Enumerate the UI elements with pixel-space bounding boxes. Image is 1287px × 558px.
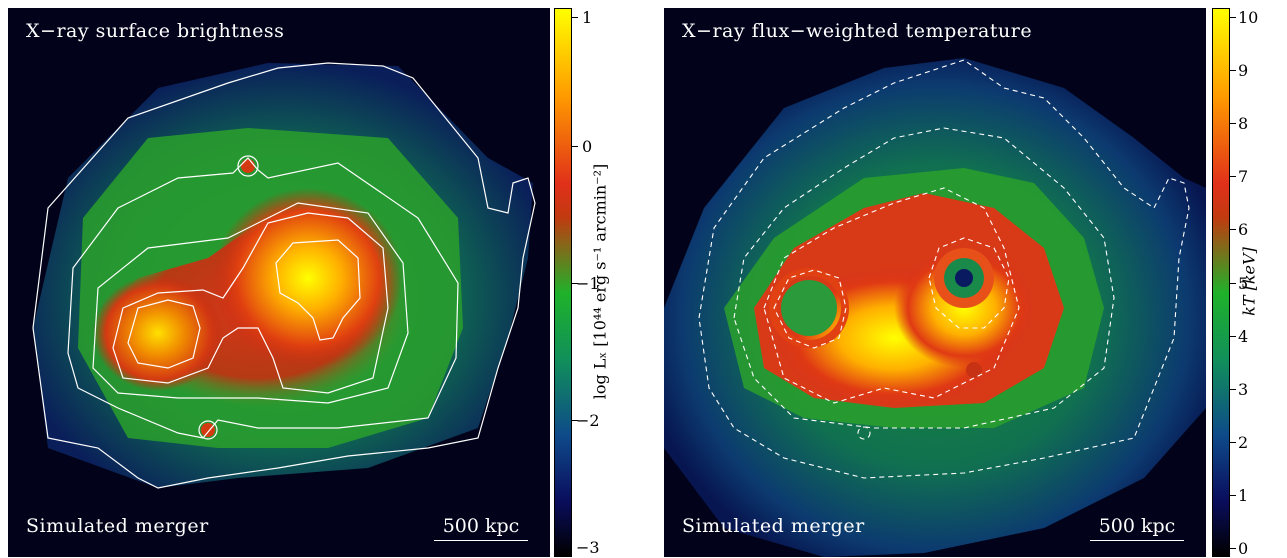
brightness-colorbar-title: log Lₓ [10⁴⁴ erg s⁻¹ arcmin⁻²] xyxy=(590,163,610,400)
colorbar-tick-label: 5 xyxy=(1238,273,1249,293)
colorbar-tick xyxy=(572,17,578,18)
colorbar-tick xyxy=(1230,494,1236,496)
simulated-merger-label-left: Simulated merger xyxy=(26,515,209,537)
colorbar-tick-label: 8 xyxy=(1238,114,1249,134)
colorbar-tick xyxy=(1230,123,1236,125)
scale-bar-right: 500 kpc xyxy=(1090,514,1184,541)
temperature-map: X−ray flux−weighted temperature Simulate… xyxy=(664,8,1206,557)
brightness-colorbar xyxy=(554,8,572,557)
colorbar-tick-label: −2 xyxy=(576,411,600,430)
temperature-image xyxy=(664,58,1206,557)
temperature-title: X−ray flux−weighted temperature xyxy=(682,20,1033,42)
temperature-colorbar-title-text: kT [keV] xyxy=(1239,247,1259,316)
colorbar-tick xyxy=(572,420,578,421)
simulated-merger-label-right: Simulated merger xyxy=(682,515,865,537)
colorbar-tick xyxy=(1230,176,1236,178)
colorbar-tick xyxy=(1230,282,1236,284)
temperature-colorbar-title: kT [keV] xyxy=(1240,217,1259,347)
colorbar-tick-label: 1 xyxy=(582,8,593,27)
colorbar-tick-label: 4 xyxy=(1238,326,1249,346)
colorbar-tick xyxy=(1230,388,1236,390)
colorbar-tick-label: 10 xyxy=(1238,8,1259,27)
colorbar-tick xyxy=(1230,441,1236,443)
colorbar-tick-label: 9 xyxy=(1238,61,1249,81)
colorbar-tick-label: 1 xyxy=(1238,485,1249,505)
brightness-contours xyxy=(32,62,536,489)
colorbar-tick xyxy=(1230,229,1236,231)
surface-brightness-image xyxy=(32,62,536,489)
colorbar-tick-label: 0 xyxy=(1238,539,1249,558)
scale-bar-line-right xyxy=(1090,539,1184,541)
scale-bar-line-left xyxy=(434,539,528,541)
colorbar-tick xyxy=(572,146,578,147)
scale-bar-label-right: 500 kpc xyxy=(1098,514,1176,537)
colorbar-tick xyxy=(572,283,578,284)
scale-bar-label-left: 500 kpc xyxy=(442,514,520,537)
colorbar-tick-label: 6 xyxy=(1238,220,1249,240)
colorbar-tick-label: 2 xyxy=(1238,432,1249,452)
scale-bar-left: 500 kpc xyxy=(434,514,528,541)
colorbar-tick xyxy=(1230,70,1236,72)
colorbar-tick xyxy=(1230,335,1236,337)
temperature-contours xyxy=(698,59,1190,479)
colorbar-tick-label: −1 xyxy=(576,274,600,293)
colorbar-tick-label: 3 xyxy=(1238,379,1249,399)
surface-brightness-title: X−ray surface brightness xyxy=(26,20,285,42)
surface-brightness-map: X−ray surface brightness Simulated merge… xyxy=(8,8,550,557)
colorbar-tick-label: −3 xyxy=(576,538,600,557)
colorbar-tick-label: 7 xyxy=(1238,167,1249,187)
temperature-colorbar xyxy=(1212,8,1230,557)
colorbar-tick xyxy=(1230,548,1236,549)
colorbar-tick-label: 0 xyxy=(582,137,593,156)
colorbar-tick xyxy=(1230,17,1236,18)
